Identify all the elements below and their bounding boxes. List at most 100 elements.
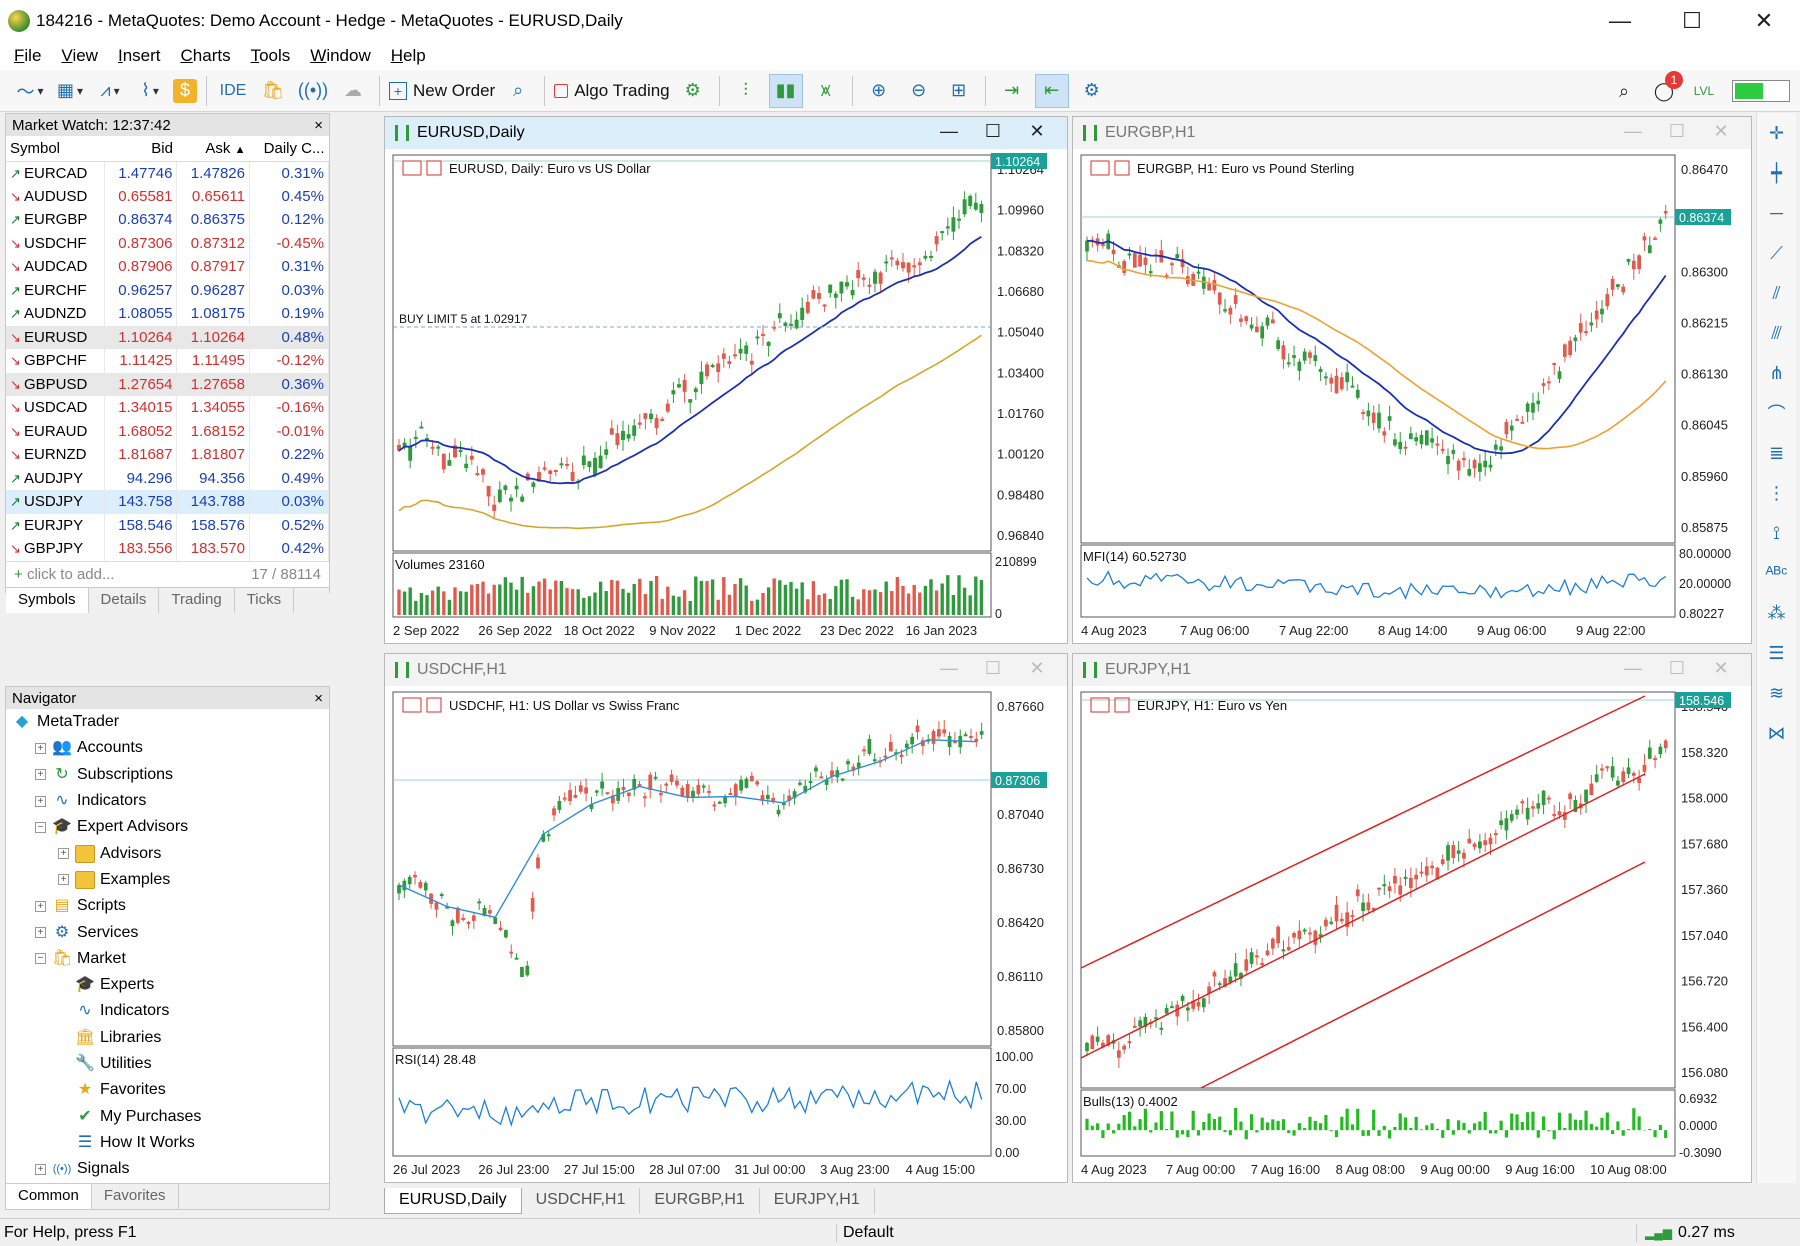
line-chart-icon[interactable]: 〜 (13, 74, 47, 108)
table-row[interactable]: ↗ USDJPY 143.758 143.788 0.03% (6, 490, 329, 514)
table-row[interactable]: ↘ EURNZD 1.81687 1.81807 0.22% (6, 443, 329, 467)
expand-icon[interactable]: + (58, 848, 69, 860)
expand-icon[interactable]: + (35, 1163, 46, 1175)
table-row[interactable]: ↘ EURAUD 1.68052 1.68152 -0.01% (6, 419, 329, 443)
nav-item-subscriptions[interactable]: + ↻ Subscriptions (6, 762, 329, 788)
chart-title-bar[interactable]: USDCHF,H1 (385, 654, 1067, 686)
dollar-icon[interactable]: $ (173, 78, 197, 103)
menu-help[interactable]: Help (390, 46, 426, 65)
table-row[interactable]: ↘ EURUSD 1.10264 1.10264 0.48% (6, 325, 329, 349)
menu-window[interactable]: Window (310, 46, 371, 65)
tab-usdchf-h1[interactable]: USDCHF,H1 (522, 1188, 641, 1214)
nav-item-metatrader[interactable]: ◆ MetaTrader (6, 709, 329, 735)
zoom-out-icon[interactable]: ⊖ (911, 80, 927, 100)
table-row[interactable]: ↘ USDCAD 1.34015 1.34055 -0.16% (6, 396, 329, 420)
nav-item-expert-advisors[interactable]: − 🎓 Expert Advisors (6, 814, 329, 840)
chart-title-bar[interactable]: EURUSD,Daily (385, 117, 1067, 149)
nav-item-scripts[interactable]: + ▤ Scripts (6, 893, 329, 919)
zoom-in-icon[interactable]: ⊕ (871, 80, 887, 100)
nav-item-advisors[interactable]: + Advisors (6, 840, 329, 866)
minimize-button[interactable]: — (1609, 8, 1631, 33)
col-daily-change[interactable]: Daily C... (249, 136, 329, 162)
elliott-icon[interactable]: ⟟ (1773, 522, 1780, 543)
tab-trading[interactable]: Trading (159, 587, 235, 613)
abc-icon[interactable]: ᴬᴮᶜ (1765, 562, 1788, 583)
new-order-button[interactable]: + New Order (389, 74, 495, 108)
chart-close-button[interactable]: ✕ (1713, 658, 1729, 678)
tab-favorites[interactable]: Favorites (92, 1184, 179, 1209)
maximize-button[interactable]: ☐ (1682, 8, 1702, 33)
market-bag-icon[interactable]: 🛍 (261, 80, 285, 100)
levels-icon[interactable]: ☰ (1768, 642, 1785, 663)
table-row[interactable]: ↗ EURGBP 0.86374 0.86375 0.12% (6, 208, 329, 232)
channel-icon[interactable]: ⫽ (1772, 282, 1781, 303)
chart-minimize-button[interactable]: — (940, 658, 958, 678)
collapse-icon[interactable]: − (35, 953, 46, 965)
menu-insert[interactable]: Insert (117, 46, 161, 65)
add-symbol-input[interactable]: + click to add... (14, 565, 115, 583)
tab-eurusd-daily[interactable]: EURUSD,Daily (384, 1188, 522, 1214)
vertical-line-icon[interactable]: ┿ (1771, 162, 1782, 183)
expand-icon[interactable]: + (58, 874, 69, 886)
menu-file[interactable]: File (14, 46, 42, 65)
algo-trading-button[interactable]: Algo Trading (554, 74, 670, 108)
auto-scroll-icon[interactable]: ⇥ (1004, 80, 1020, 100)
col-symbol[interactable]: Symbol (6, 136, 105, 162)
fibo-icon[interactable]: ≣ (1768, 442, 1785, 463)
chart-shift-icon[interactable]: ⇤ (1034, 73, 1069, 108)
table-row[interactable]: ↘ AUDCAD 0.87906 0.87917 0.31% (6, 255, 329, 279)
level-icon[interactable]: LVL (1693, 84, 1715, 98)
new-chart-icon[interactable]: ▦ (53, 74, 87, 108)
tab-details[interactable]: Details (89, 587, 160, 613)
bar-chart-icon[interactable]: ⫶ (743, 80, 748, 100)
chart-title-bar[interactable]: EURGBP,H1 (1073, 117, 1751, 149)
trendline-icon[interactable]: ⟋ (1770, 242, 1783, 263)
nav-item-indicators[interactable]: + ∿ Indicators (6, 788, 329, 814)
chart-maximize-button[interactable]: ☐ (984, 121, 1002, 141)
nav-item-signals[interactable]: + ((•)) Signals (6, 1156, 329, 1182)
table-row[interactable]: ↘ AUDUSD 0.65581 0.65611 0.45% (6, 184, 329, 208)
table-row[interactable]: ↘ USDCHF 0.87306 0.87312 -0.45% (6, 231, 329, 255)
indicators-icon[interactable]: ⩘ (93, 74, 127, 108)
table-row[interactable]: ↗ EURCAD 1.47746 1.47826 0.31% (6, 161, 329, 185)
expand-icon[interactable]: + (35, 927, 46, 939)
chart-close-button[interactable]: ✕ (1029, 658, 1045, 678)
equidistant-channel-icon[interactable]: ⫻ (1771, 322, 1782, 343)
close-icon[interactable]: × (314, 116, 323, 134)
col-ask[interactable]: Ask ▲ (176, 136, 250, 162)
col-bid[interactable]: Bid (104, 136, 177, 162)
nav-item-examples[interactable]: + Examples (6, 867, 329, 893)
close-button[interactable]: ✕ (1754, 8, 1774, 33)
menu-view[interactable]: View (61, 46, 98, 65)
close-icon[interactable]: × (314, 689, 323, 707)
arc-icon[interactable]: ⌒ (1767, 404, 1786, 424)
chart-close-button[interactable]: ✕ (1713, 121, 1729, 141)
tab-eurjpy-h1[interactable]: EURJPY,H1 (760, 1188, 875, 1214)
table-row[interactable]: ↘ GBPCHF 1.11425 1.11495 -0.12% (6, 349, 329, 373)
chart-maximize-button[interactable]: ☐ (1668, 658, 1686, 678)
algo-settings-icon[interactable]: ⚙ (684, 80, 701, 100)
expand-icon[interactable]: + (35, 769, 46, 781)
chart-minimize-button[interactable]: — (940, 121, 958, 141)
pitchfork-icon[interactable]: ⋔ (1768, 362, 1785, 383)
expand-icon[interactable]: + (35, 900, 46, 912)
objects-icon[interactable]: ⌇ (133, 74, 167, 108)
chart-minimize-button[interactable]: — (1624, 658, 1642, 678)
candlestick-chart-icon[interactable]: ▮▮ (768, 73, 803, 108)
menu-charts[interactable]: Charts (180, 46, 231, 65)
signals-icon[interactable]: ((•)) (297, 80, 329, 100)
nav-item-my-purchases[interactable]: ✔ My Purchases (6, 1103, 329, 1129)
table-row[interactable]: ↗ EURJPY 158.546 158.576 0.52% (6, 513, 329, 537)
crosshair-icon[interactable]: ✛ (1768, 122, 1785, 143)
search-icon[interactable]: ⌕ (1618, 80, 1630, 101)
table-row[interactable]: ↘ GBPJPY 183.556 183.570 0.42% (6, 537, 329, 561)
table-row[interactable]: ↗ AUDJPY 94.296 94.356 0.49% (6, 466, 329, 490)
table-row[interactable]: ↗ EURCHF 0.96257 0.96287 0.03% (6, 278, 329, 302)
chart-maximize-button[interactable]: ☐ (1668, 121, 1686, 141)
chart-canvas[interactable]: 158.546 158.320 158.000 157.680 157.360 157.0… (1073, 686, 1751, 1182)
depth-of-market-icon[interactable]: ⌕ (513, 80, 524, 100)
chart-minimize-button[interactable]: — (1624, 121, 1642, 141)
nav-item-favorites[interactable]: ★ Favorites (6, 1077, 329, 1103)
chart-title-bar[interactable]: EURJPY,H1 (1073, 654, 1751, 686)
tile-windows-icon[interactable]: ⊞ (951, 80, 967, 100)
